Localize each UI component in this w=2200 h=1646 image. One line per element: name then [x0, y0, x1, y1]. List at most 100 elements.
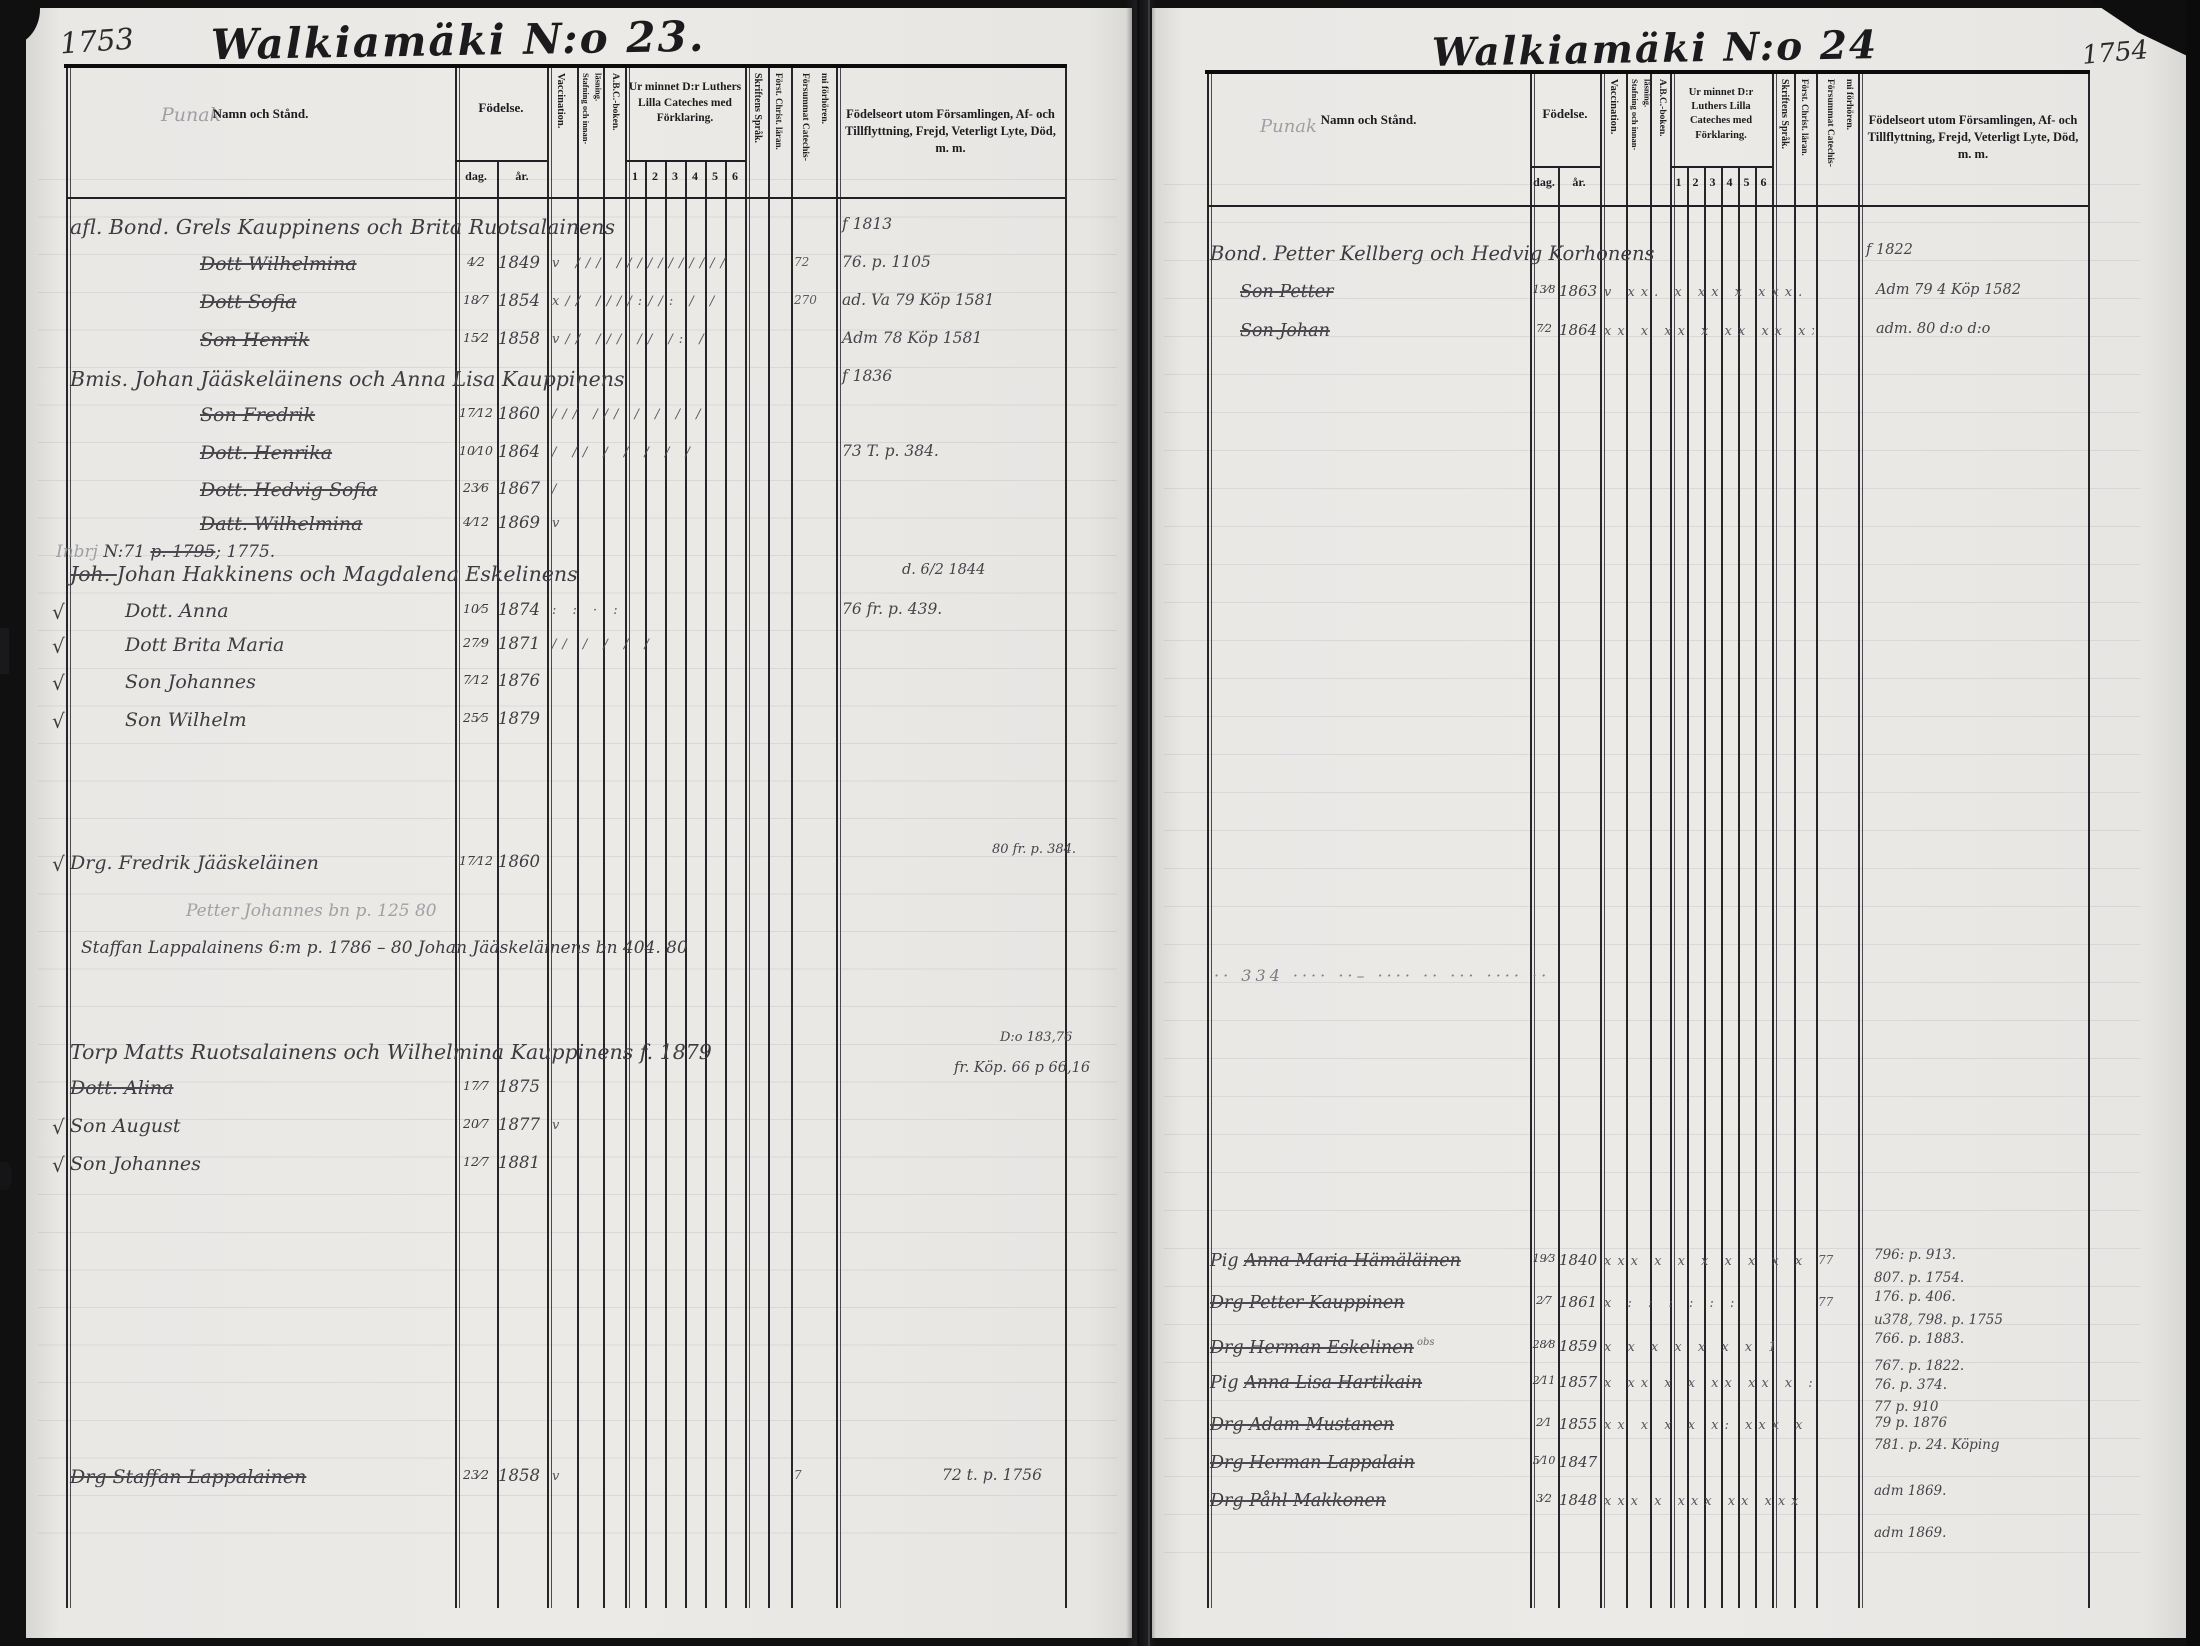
margin-note: D:o 183,76 — [1000, 1030, 1073, 1046]
check-mark: √ — [52, 599, 65, 624]
entry-name-text: Anna Maria Hämäläinen — [1244, 1251, 1461, 1272]
column-line — [2088, 74, 2090, 1608]
entry-exam-marks: x x x x x x x 1 — [1604, 1339, 1783, 1355]
column-line — [1210, 74, 1212, 1608]
entry-name-text: Son August — [70, 1114, 181, 1137]
column-line — [455, 68, 457, 1608]
column-line — [1794, 74, 1796, 1608]
entry-name: Son August — [70, 1115, 180, 1137]
subheader-line — [1670, 166, 1772, 168]
column-subheader-catechism: 1 — [632, 169, 638, 183]
entry-name-text: Drg Petter Kauppinen — [1210, 1293, 1405, 1313]
entry-name: Dott Wilhelmina — [200, 253, 357, 275]
column-header-notes: Födelseort utom Församlingen, Af- och Ti… — [1867, 113, 2079, 161]
entry-exam-marks: x : : : : : : — [1604, 1296, 1741, 1311]
margin-note: 76. p. 374. — [1874, 1376, 1948, 1393]
entry-superscript: obs — [1413, 1336, 1435, 1348]
entry-name-text: Dott. Alina — [70, 1077, 174, 1100]
entry-note: 76. p. 1105 — [842, 253, 931, 272]
entry-birth-year: 1859 — [1559, 1336, 1598, 1355]
entry-name: Son Petter — [1240, 282, 1334, 302]
entry-exam-marks: xx x xx x xx xx xx — [1604, 323, 1814, 339]
margin-note: 796: p. 913. — [1874, 1247, 1956, 1264]
column-line — [1065, 68, 1067, 1608]
entry-birth-day: 17⁄12 — [459, 852, 493, 868]
column-subheader-catechism: 4 — [1726, 175, 1733, 189]
entry-name-part: p. 1795 — [150, 541, 216, 562]
entry-name-text: Dott. Hedvig Sofia — [200, 479, 378, 502]
column-header-notes: Födelseort utom Församlingen, Af- och Ti… — [845, 107, 1056, 155]
entry-exam-marks: v// /// // /: / — [552, 332, 710, 348]
column-subheader-catechism: 6 — [1760, 175, 1767, 189]
entry-name-part: Joh. — [70, 562, 117, 587]
column-header-scripture: Skriftens Språk. — [752, 73, 763, 144]
column-subheader-catechism: 3 — [672, 169, 678, 183]
column-line — [1772, 74, 1774, 1608]
entry-birth-year: 1855 — [1559, 1414, 1598, 1433]
entry-exam-marks: x// ////://: / / — [552, 294, 721, 310]
margin-note: 767. p. 1822. — [1874, 1357, 1965, 1374]
column-line — [685, 160, 687, 1608]
faint-dashes: ·· 334 ···· ··– ···· ·· ··· ···· ·· — [1214, 966, 1551, 986]
entry-name: Dott Brita Maria — [125, 634, 284, 656]
entry-name: Drg. Fredrik Jääskeläinen — [70, 852, 319, 874]
subheader-line — [625, 160, 745, 162]
entry-birth-year: 1876 — [498, 671, 540, 691]
column-line — [1861, 74, 1863, 1608]
entry-birth-day: 2⁄1 — [1536, 1415, 1552, 1429]
subheader-line — [455, 160, 547, 162]
margin-note: fr. Köp. 66 p 66,16 — [954, 1060, 1091, 1077]
entry-exam-marks: v — [552, 1117, 566, 1133]
column-line — [1755, 166, 1757, 1608]
entry-exam-marks: v — [552, 1469, 566, 1485]
entry-birth-day: 18⁄7 — [463, 292, 489, 308]
entry-birth-year: 1848 — [1559, 1490, 1598, 1509]
entry-name: Drg Staffan Lappalainen — [70, 1466, 306, 1488]
entry-note: f 1813 — [842, 215, 893, 234]
annotation-line: Staffan Lappalainens 6:m p. 1786 – 80 Jo… — [81, 938, 688, 959]
entry-birth-day: 10⁄10 — [459, 442, 493, 458]
entry-prefix: Pig — [1210, 1372, 1245, 1393]
check-mark: √ — [52, 1114, 65, 1139]
check-mark: √ — [52, 1152, 65, 1177]
entry-name: Dott. Hedvig Sofia — [200, 479, 377, 501]
entry-birth-day: 4⁄12 — [463, 514, 489, 530]
margin-note: 77 p. 910 — [1874, 1399, 1939, 1416]
column-line — [768, 68, 770, 1608]
column-line — [497, 160, 499, 1608]
column-line — [577, 68, 579, 1608]
entry-name-text: Drg Herman Lappalain — [1210, 1452, 1415, 1473]
column-line — [1530, 74, 1532, 1608]
paper-ruling — [1164, 184, 2140, 1574]
margin-note: 781. p. 24. Köping — [1874, 1437, 2000, 1454]
column-subheader-catechism: 5 — [1743, 175, 1750, 189]
entry-exam-marks: : : · : — [552, 602, 624, 618]
column-line — [1721, 166, 1723, 1608]
entry-birth-year: 1867 — [498, 479, 540, 499]
entry-name: Drg Petter Kauppinen — [1210, 1293, 1405, 1313]
column-line — [836, 68, 838, 1608]
entry-exam-marks: // / / / / — [552, 636, 655, 652]
entry-birth-year: 1875 — [498, 1077, 540, 1097]
column-subheader-catechism: 2 — [652, 169, 658, 183]
entry-birth-day: 15⁄2 — [463, 330, 489, 346]
column-header-spelling: Stafning och innan- läsning. — [580, 73, 604, 145]
entry-name: Bond. Petter Kellberg och Hedvig Korhone… — [1210, 242, 1655, 265]
entry-name-text: Drg Adam Mustanen — [1210, 1414, 1395, 1435]
margin-note: adm 1869. — [1874, 1524, 1947, 1541]
entry-exam-marks: xx x x x x: xxx x xx — [1604, 1417, 1814, 1433]
column-line — [66, 68, 68, 1608]
column-header-vaccination: Vaccination. — [554, 73, 566, 129]
entry-exam-marks: xxx x xxx xx xxx x x — [1604, 1493, 1814, 1509]
entry-note: ad. Va 79 Köp 1581 — [842, 291, 995, 310]
column-subheader-year: år. — [515, 169, 529, 183]
book-fold-shadow — [1126, 0, 1156, 1646]
entry-name: Son Henrik — [200, 329, 309, 351]
column-line — [745, 68, 747, 1608]
header-underline — [1207, 205, 2088, 207]
pencil-annotation: Punak — [161, 104, 222, 126]
column-subheader-year: år. — [1572, 175, 1586, 189]
entry-exam-marks: /// /// / / / / — [552, 407, 707, 423]
entry-name-text: Dott Sofia — [200, 291, 297, 314]
entry-name-text: afl. Bond. Grels Kauppinens och Brita Ru… — [70, 215, 616, 240]
